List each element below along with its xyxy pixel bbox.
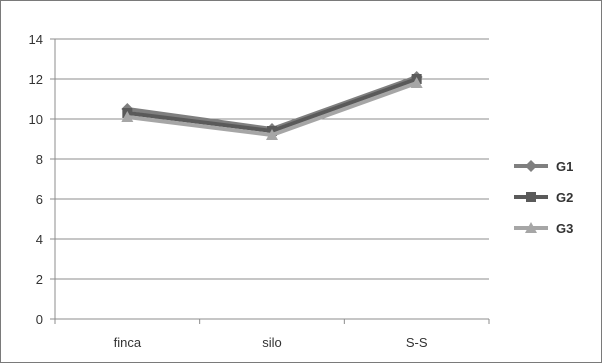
y-tick-label: 4 xyxy=(36,232,43,247)
y-tick-labels: 0 2 4 6 8 10 12 14 xyxy=(29,32,43,327)
y-tick-label: 10 xyxy=(29,112,43,127)
legend-marker xyxy=(525,160,537,172)
x-tick-label: S-S xyxy=(406,335,428,350)
legend-item-g2: G2 xyxy=(514,190,573,205)
x-tick-label: silo xyxy=(262,335,282,350)
legend-label: G3 xyxy=(556,221,573,236)
y-tick-label: 14 xyxy=(29,32,43,47)
y-tick-label: 0 xyxy=(36,312,43,327)
series-lines xyxy=(121,71,423,140)
y-tick-label: 2 xyxy=(36,272,43,287)
data-point xyxy=(121,111,134,122)
y-tick-label: 8 xyxy=(36,152,43,167)
x-tick-labels: finca silo S-S xyxy=(114,335,428,350)
series-g2 xyxy=(122,74,422,136)
series-g3 xyxy=(121,77,423,140)
legend-marker xyxy=(525,222,537,233)
data-point xyxy=(266,129,278,140)
legend-item-g3: G3 xyxy=(514,221,573,236)
x-tick-label: finca xyxy=(114,335,142,350)
legend-item-g1: G1 xyxy=(514,159,573,174)
legend-marker xyxy=(526,192,536,202)
axes xyxy=(50,38,490,324)
gridlines xyxy=(55,38,489,280)
legend-label: G2 xyxy=(556,190,573,205)
y-tick-label: 6 xyxy=(36,192,43,207)
legend: G1 G2 G3 xyxy=(514,159,573,236)
legend-label: G1 xyxy=(556,159,573,174)
data-point xyxy=(410,77,423,88)
series-g1 xyxy=(121,71,423,135)
y-tick-label: 12 xyxy=(29,72,43,87)
